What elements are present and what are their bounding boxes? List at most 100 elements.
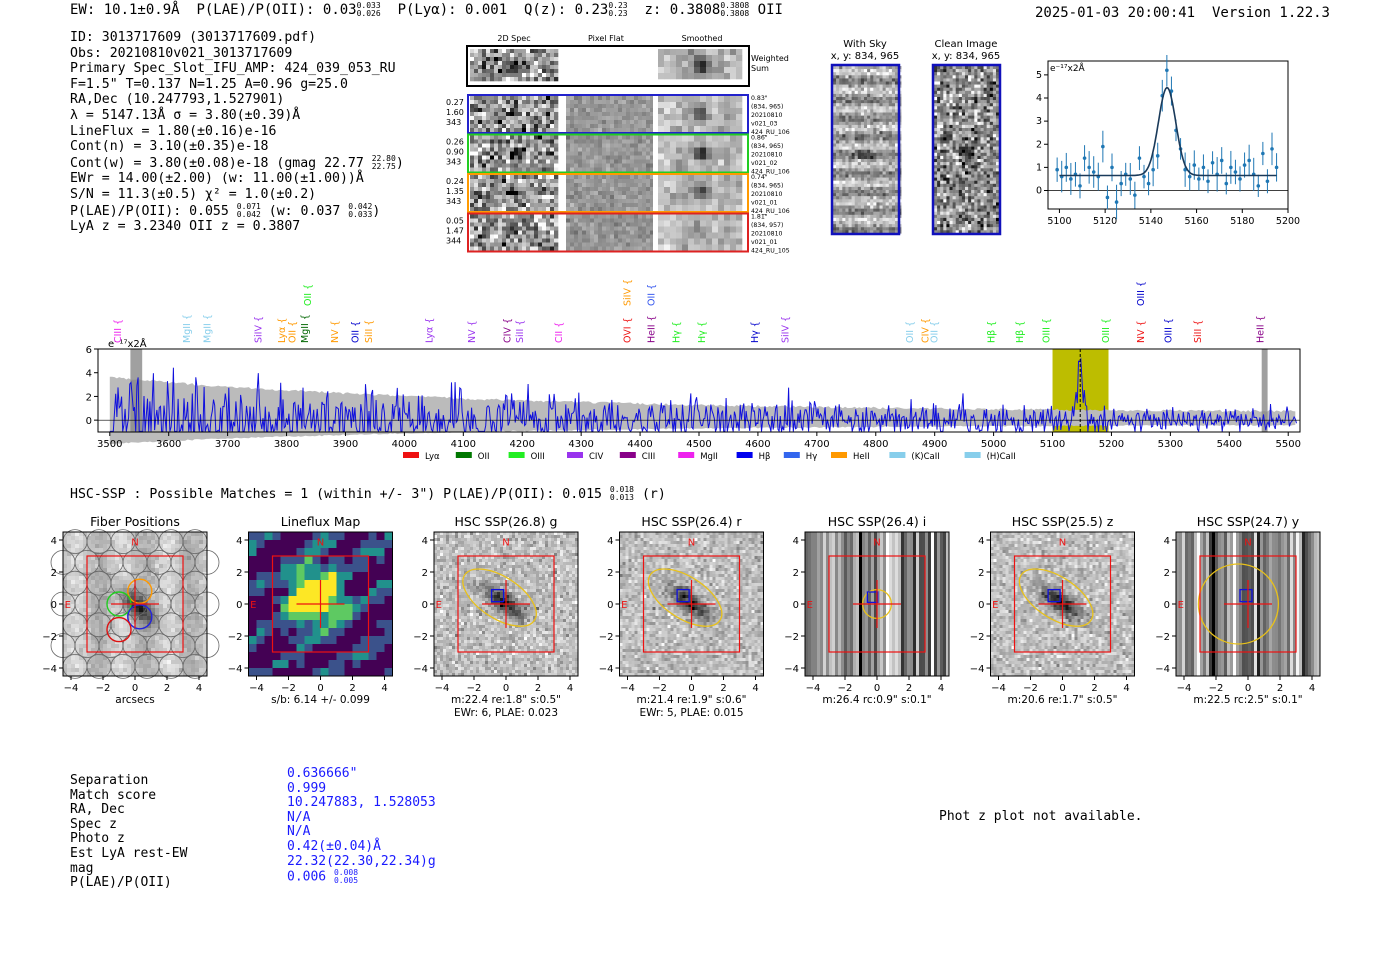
pixel [955, 196, 959, 200]
pixel [833, 134, 837, 138]
pixel [867, 112, 871, 116]
cutout-panels: 2D Spec Pixel Flat SmoothedWeightedSum0.27… [446, 34, 790, 255]
pixel [470, 175, 475, 180]
pixel [986, 155, 990, 160]
pixel [498, 199, 503, 204]
row-2dspec [470, 135, 559, 172]
pixel [470, 230, 475, 235]
pixel [574, 112, 579, 117]
pixel [980, 128, 984, 132]
pixel [992, 193, 997, 197]
pixel [664, 226, 671, 233]
pixel [514, 120, 519, 125]
pixel [482, 112, 487, 117]
spec-line [109, 357, 1297, 434]
pixel [566, 163, 571, 168]
pixel [712, 220, 719, 227]
pixel [864, 100, 868, 104]
info-plae-w-lo: 0.033 [348, 209, 373, 219]
pixel [961, 66, 966, 70]
pixel [618, 151, 623, 156]
pixel [968, 168, 972, 172]
pixel [992, 84, 997, 88]
pixel [986, 100, 990, 104]
pixel [934, 177, 938, 181]
pixel [598, 191, 603, 196]
pixel [634, 108, 639, 113]
pixel [578, 163, 583, 168]
pixel [940, 193, 944, 197]
pixel [712, 193, 719, 200]
pixel [864, 217, 868, 222]
pixel [986, 146, 990, 150]
pixel [642, 159, 647, 164]
pixel [860, 100, 865, 104]
pixel [940, 69, 944, 73]
pixel [870, 217, 874, 222]
pixel [650, 135, 655, 140]
pixel [574, 214, 579, 219]
pixel [885, 81, 889, 85]
pixel [700, 147, 707, 154]
pixel [949, 115, 953, 119]
zoom-data-point [1151, 167, 1155, 172]
pixel [996, 75, 1000, 79]
pixel [860, 115, 865, 119]
pixel [594, 159, 599, 164]
pixel [682, 147, 689, 154]
pixel [857, 149, 862, 153]
pixel [864, 78, 868, 82]
pixel [845, 90, 849, 95]
pixel [642, 179, 647, 184]
pixel [534, 246, 539, 251]
pixel [891, 168, 896, 172]
pixel [971, 137, 975, 141]
pixel [836, 128, 840, 132]
pixel [712, 49, 719, 56]
pixel [700, 49, 707, 56]
pixel [879, 140, 883, 144]
pixel [867, 121, 871, 126]
pixel [470, 77, 475, 82]
pixel [860, 134, 865, 138]
pixel [546, 124, 551, 129]
pixel [474, 65, 479, 70]
pixel [952, 205, 956, 209]
pixel [879, 124, 883, 129]
pixel [867, 124, 871, 129]
pixel [646, 104, 651, 109]
pixel [986, 143, 990, 147]
pixel [610, 218, 615, 223]
pixel [626, 167, 631, 172]
pixel [474, 203, 479, 208]
pixel [882, 196, 886, 200]
pixel [946, 211, 950, 215]
pixel [526, 167, 531, 172]
pixel [888, 103, 893, 107]
pixel [848, 75, 852, 79]
pixel [833, 227, 837, 231]
pixel [554, 128, 559, 133]
pixel [490, 167, 495, 172]
pixel [582, 96, 587, 101]
pixel [943, 177, 947, 181]
pixel [968, 211, 972, 215]
pixel [724, 214, 731, 221]
pixel [851, 211, 855, 215]
spec-line-label: CIV { [503, 318, 514, 343]
pixel [989, 217, 994, 222]
pixel [983, 152, 987, 157]
pixel [983, 140, 987, 144]
pixel [594, 124, 599, 129]
pixel [574, 104, 579, 109]
pixel [502, 167, 507, 172]
pixel [879, 121, 883, 126]
pixel [630, 167, 635, 172]
pixel [602, 100, 607, 105]
pixel [946, 69, 950, 73]
row-value: 0.27 [446, 98, 464, 107]
pixel [514, 195, 519, 200]
pixel [857, 217, 862, 222]
pixel [888, 81, 893, 85]
